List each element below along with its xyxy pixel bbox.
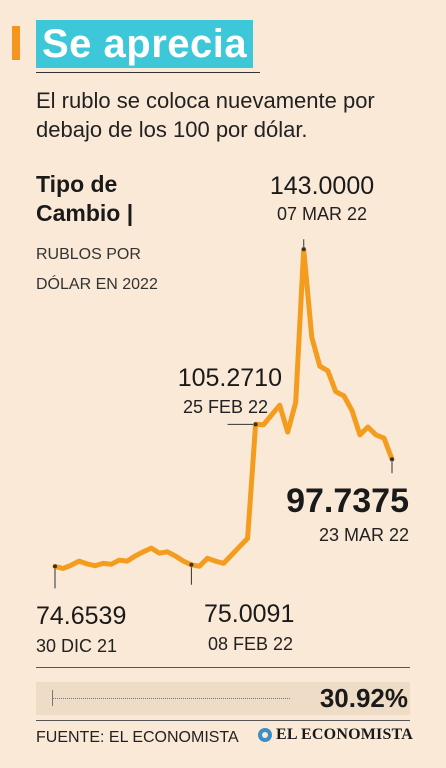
- chart-title-line1: Tipo de: [36, 171, 118, 197]
- annotation-value-4: 97.7375: [286, 482, 409, 520]
- chart-title: Tipo de Cambio |: [36, 170, 133, 228]
- chart-units: RUBLOS POR DÓLAR EN 2022: [36, 240, 158, 300]
- annotation-date-2: 25 FEB 22: [183, 397, 268, 417]
- data-point-marker-3: [301, 247, 306, 252]
- page-title: Se aprecia: [36, 20, 254, 68]
- title-divider: [36, 72, 260, 73]
- annotation-date-0: 30 DIC 21: [36, 636, 117, 656]
- accent-bar: [12, 26, 20, 60]
- logo-icon: [258, 728, 272, 742]
- annotation-value-1: 75.0091: [204, 600, 294, 628]
- source-note: FUENTE: EL ECONOMISTA: [36, 729, 239, 746]
- logo-text: EL ECONOMISTA: [276, 726, 413, 743]
- change-marker: [52, 690, 53, 706]
- annotation-value-0: 74.6539: [36, 602, 126, 630]
- annotation-date-3: 07 MAR 22: [277, 204, 367, 224]
- annotation-date-4: 23 MAR 22: [319, 525, 409, 545]
- chart-title-line2: Cambio |: [36, 200, 134, 226]
- chart-units-line1: RUBLOS POR: [36, 246, 141, 263]
- data-point-marker-4: [390, 457, 394, 462]
- data-point-marker-1: [189, 562, 194, 567]
- series-line-rub-usd: [52, 246, 395, 571]
- annotation-value-2: 105.2710: [178, 364, 282, 392]
- annotation-date-1: 08 FEB 22: [208, 634, 293, 654]
- change-track: [52, 698, 290, 699]
- change-value: 30.92%: [319, 683, 408, 713]
- divider-bottom: [36, 720, 410, 721]
- divider-top: [36, 667, 410, 668]
- annotation-labels: 74.6539 30 DIC 21 75.0091 08 FEB 22 105.2710…: [36, 172, 409, 656]
- chart-units-line2: DÓLAR EN 2022: [36, 276, 158, 293]
- data-point-marker-0: [53, 564, 57, 569]
- annotation-value-3: 143.0000: [270, 172, 374, 200]
- page-subtitle: El rublo se coloca nuevamente por debajo…: [36, 88, 375, 142]
- publisher-logo: EL ECONOMISTA: [258, 726, 413, 744]
- data-point-marker-2: [253, 422, 258, 427]
